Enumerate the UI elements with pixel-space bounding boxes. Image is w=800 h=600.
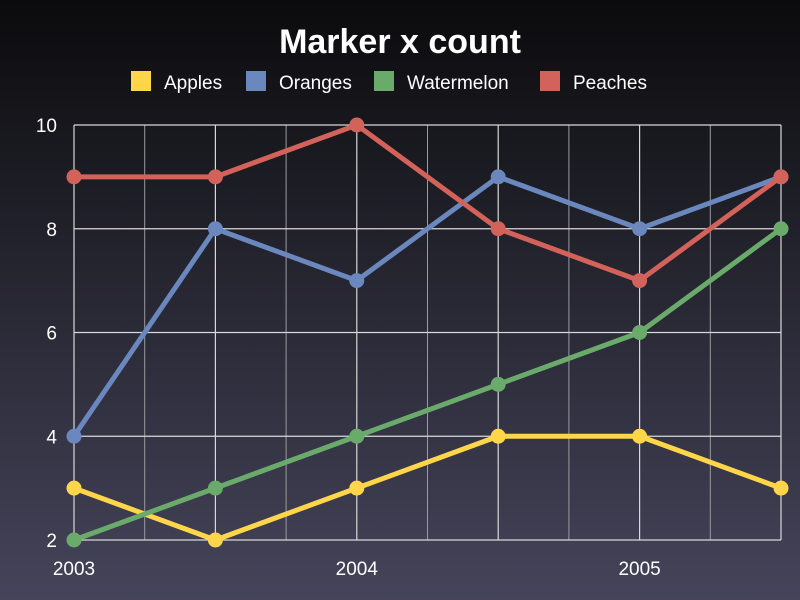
data-point-oranges [632, 221, 648, 237]
legend-label: Watermelon [407, 73, 509, 94]
data-point-oranges [490, 169, 506, 185]
data-point-watermelon [773, 221, 789, 237]
series-group [66, 117, 789, 548]
legend-item-oranges: Oranges [246, 71, 352, 94]
series-peaches [66, 117, 789, 289]
series-watermelon [66, 221, 789, 548]
y-tick-label: 6 [46, 324, 57, 345]
data-point-peaches [632, 273, 648, 289]
data-point-peaches [773, 169, 789, 185]
data-point-peaches [490, 221, 506, 237]
x-tick-label: 2004 [336, 559, 379, 580]
legend-item-apples: Apples [131, 71, 222, 94]
data-point-watermelon [632, 325, 648, 340]
y-tick-label: 2 [46, 531, 57, 552]
data-point-oranges [349, 273, 365, 289]
legend-label: Oranges [279, 73, 352, 94]
series-line-apples [71, 433, 784, 543]
x-tick-label: 2003 [53, 559, 95, 580]
data-point-apples [349, 480, 365, 496]
data-point-apples [490, 428, 506, 444]
data-point-oranges [207, 221, 223, 237]
data-point-watermelon [349, 428, 365, 444]
legend-label: Peaches [573, 73, 647, 94]
data-point-peaches [66, 169, 82, 185]
series-line-oranges [71, 174, 784, 439]
y-axis-ticks: 2 4 6 8 10 [36, 116, 58, 552]
series-line-watermelon [71, 226, 784, 543]
data-point-peaches [349, 117, 365, 133]
data-point-apples [207, 532, 223, 548]
series-apples [66, 428, 789, 548]
legend-swatch [246, 71, 266, 91]
x-axis-ticks: 2003 2004 2005 [53, 559, 661, 580]
series-line-peaches [71, 122, 784, 284]
data-point-watermelon [490, 376, 506, 392]
legend-label: Apples [164, 73, 222, 94]
y-tick-label: 8 [46, 220, 57, 241]
y-tick-label: 10 [36, 116, 57, 137]
data-point-apples [632, 428, 648, 444]
legend-swatch [540, 71, 560, 91]
x-tick-label: 2005 [618, 559, 660, 580]
legend-item-watermelon: Watermelon [374, 71, 509, 94]
legend: Apples Oranges Watermelon Peaches [131, 71, 647, 94]
data-point-oranges [66, 428, 82, 444]
data-point-apples [66, 480, 82, 496]
legend-item-peaches: Peaches [540, 71, 647, 94]
chart-title: Marker x count [279, 23, 521, 61]
data-point-watermelon [207, 480, 223, 496]
data-point-apples [773, 480, 789, 496]
data-point-peaches [207, 169, 223, 185]
data-point-watermelon [66, 532, 82, 548]
legend-swatch [374, 71, 394, 91]
y-tick-label: 4 [46, 427, 57, 448]
legend-swatch [131, 71, 151, 91]
grid [73, 124, 782, 541]
